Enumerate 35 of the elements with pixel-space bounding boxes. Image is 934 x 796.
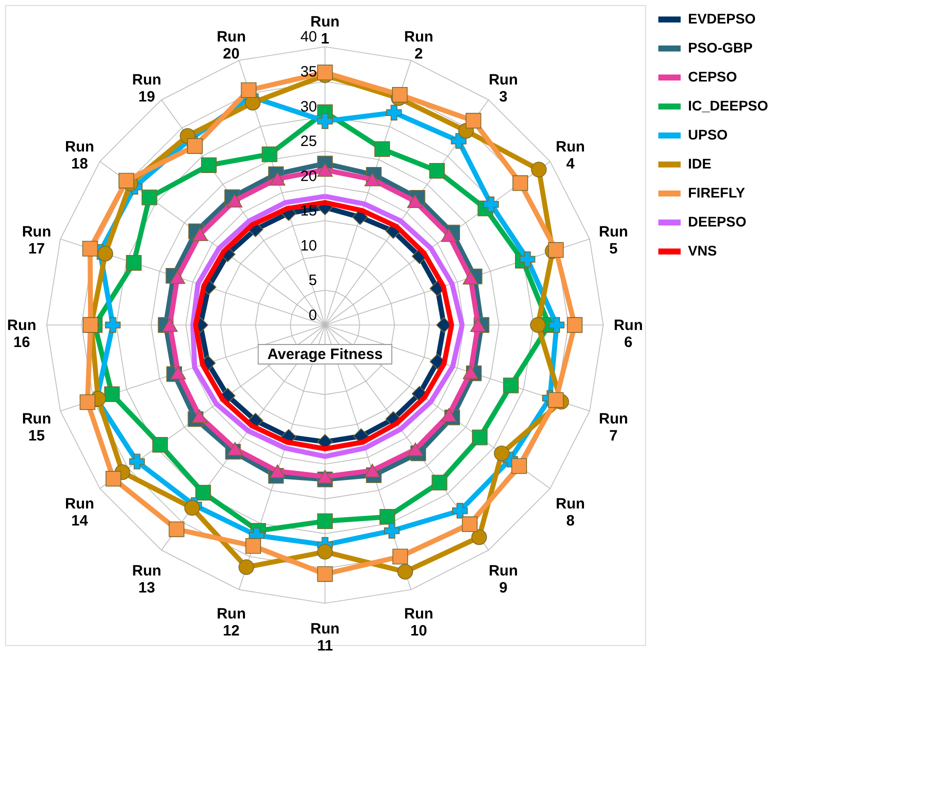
spoke-label: Run 3	[488, 72, 518, 106]
spoke-label: Run 19	[132, 72, 162, 106]
spoke-label: Run 15	[22, 410, 52, 445]
y-tick-label: 30	[300, 98, 317, 116]
spoke-label: Run 11	[310, 620, 340, 654]
legend-label: FIREFLY	[688, 184, 746, 200]
spoke-label: Run 8	[556, 495, 585, 530]
spoke-label: Run 6	[614, 317, 643, 351]
legend-label: UPSO	[688, 126, 728, 142]
spoke-label: Run 5	[598, 223, 628, 258]
spoke-label: Run 7	[598, 410, 628, 445]
legend-label: DEEPSO	[688, 214, 746, 230]
legend-label: VNS	[688, 242, 717, 258]
text: Average Fitness	[267, 346, 383, 364]
legend-label: EVDEPSO	[688, 10, 756, 26]
legend-label: IC_DEEPSO	[688, 98, 768, 114]
y-tick-label: 25	[300, 133, 317, 150]
spoke-label: Run 2	[404, 28, 434, 63]
spoke-label: Run 16	[7, 317, 36, 351]
spoke-label: Run 18	[65, 138, 94, 173]
y-tick-label: 10	[300, 237, 317, 254]
spoke-label: Run 9	[488, 562, 518, 596]
y-tick-label: 40	[300, 28, 317, 46]
spoke-label: Run 13	[132, 562, 162, 596]
legend-label: IDE	[688, 156, 712, 172]
spoke-label: Run 14	[65, 495, 94, 530]
legend-label: CEPSO	[688, 68, 738, 84]
spoke-label: Run 10	[404, 605, 434, 640]
spoke-label: Run 4	[556, 138, 585, 173]
spoke-label: Run 12	[216, 605, 246, 640]
spoke-label: Run 17	[22, 223, 52, 258]
y-tick-label: 5	[308, 272, 317, 290]
y-tick-label: 0	[308, 307, 317, 324]
spoke-label: Run 20	[216, 28, 246, 63]
legend-label: PSO-GBP	[688, 40, 753, 56]
